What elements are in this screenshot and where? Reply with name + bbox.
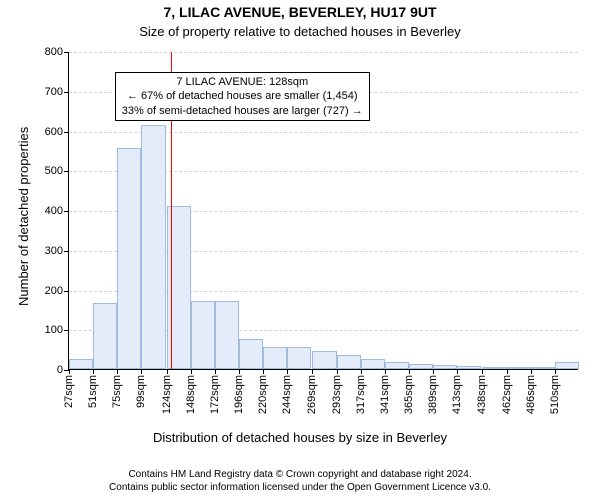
ytick-label: 800 bbox=[45, 46, 69, 58]
plot-area: 010020030040050060070080027sqm51sqm75sqm… bbox=[68, 52, 578, 370]
xtick-label: 75sqm bbox=[111, 375, 123, 408]
xtick-mark bbox=[239, 369, 240, 374]
page-title: 7, LILAC AVENUE, BEVERLEY, HU17 9UT bbox=[0, 4, 600, 20]
xtick-mark bbox=[337, 369, 338, 374]
histogram-bar bbox=[482, 367, 506, 369]
histogram-bar bbox=[531, 367, 555, 369]
ytick-label: 700 bbox=[45, 86, 69, 98]
page-subtitle: Size of property relative to detached ho… bbox=[0, 24, 600, 39]
histogram-bar bbox=[263, 347, 287, 369]
xtick-label: 389sqm bbox=[427, 375, 439, 414]
root: 7, LILAC AVENUE, BEVERLEY, HU17 9UT Size… bbox=[0, 0, 600, 500]
histogram-bar bbox=[507, 367, 531, 369]
histogram-bar bbox=[117, 148, 141, 369]
xtick-mark bbox=[93, 369, 94, 374]
histogram-bar bbox=[433, 365, 457, 369]
gridline bbox=[69, 52, 578, 53]
info-box-line: ← 67% of detached houses are smaller (1,… bbox=[122, 89, 363, 103]
xtick-label: 172sqm bbox=[209, 375, 221, 414]
x-axis-label: Distribution of detached houses by size … bbox=[0, 430, 600, 445]
xtick-label: 317sqm bbox=[355, 375, 367, 414]
xtick-mark bbox=[482, 369, 483, 374]
histogram-bar bbox=[141, 125, 165, 369]
xtick-label: 293sqm bbox=[331, 375, 343, 414]
xtick-mark bbox=[385, 369, 386, 374]
histogram-bar bbox=[555, 362, 579, 369]
histogram-bar bbox=[215, 301, 239, 369]
ytick-label: 100 bbox=[45, 324, 69, 336]
footer-line-2: Contains public sector information licen… bbox=[0, 482, 600, 495]
histogram-bar bbox=[337, 355, 361, 369]
xtick-mark bbox=[361, 369, 362, 374]
xtick-label: 341sqm bbox=[379, 375, 391, 414]
xtick-mark bbox=[433, 369, 434, 374]
histogram-bar bbox=[287, 347, 311, 369]
histogram-bar bbox=[239, 339, 263, 369]
info-box: 7 LILAC AVENUE: 128sqm← 67% of detached … bbox=[115, 72, 370, 121]
histogram-bar bbox=[69, 359, 93, 369]
xtick-label: 269sqm bbox=[306, 375, 318, 414]
footer: Contains HM Land Registry data © Crown c… bbox=[0, 469, 600, 494]
histogram-bar bbox=[191, 301, 215, 369]
xtick-mark bbox=[141, 369, 142, 374]
xtick-label: 462sqm bbox=[501, 375, 513, 414]
xtick-mark bbox=[191, 369, 192, 374]
xtick-mark bbox=[531, 369, 532, 374]
xtick-mark bbox=[555, 369, 556, 374]
xtick-label: 27sqm bbox=[63, 375, 75, 408]
xtick-label: 413sqm bbox=[451, 375, 463, 414]
ytick-label: 500 bbox=[45, 165, 69, 177]
xtick-mark bbox=[167, 369, 168, 374]
info-box-line: 7 LILAC AVENUE: 128sqm bbox=[122, 75, 363, 89]
xtick-label: 220sqm bbox=[257, 375, 269, 414]
xtick-label: 244sqm bbox=[281, 375, 293, 414]
ytick-label: 400 bbox=[45, 205, 69, 217]
xtick-mark bbox=[457, 369, 458, 374]
footer-line-1: Contains HM Land Registry data © Crown c… bbox=[0, 469, 600, 482]
ytick-label: 200 bbox=[45, 285, 69, 297]
info-box-line: 33% of semi-detached houses are larger (… bbox=[122, 104, 363, 118]
xtick-mark bbox=[409, 369, 410, 374]
y-axis-label: Number of detached properties bbox=[16, 127, 31, 306]
histogram-bar bbox=[409, 364, 433, 369]
xtick-label: 510sqm bbox=[549, 375, 561, 414]
xtick-mark bbox=[263, 369, 264, 374]
xtick-mark bbox=[215, 369, 216, 374]
xtick-mark bbox=[312, 369, 313, 374]
xtick-label: 438sqm bbox=[476, 375, 488, 414]
ytick-label: 300 bbox=[45, 245, 69, 257]
xtick-label: 99sqm bbox=[135, 375, 147, 408]
histogram-bar bbox=[361, 359, 385, 369]
histogram-bar bbox=[457, 366, 481, 369]
xtick-mark bbox=[117, 369, 118, 374]
xtick-mark bbox=[287, 369, 288, 374]
histogram-bar bbox=[93, 303, 117, 369]
histogram-bar bbox=[312, 351, 336, 369]
xtick-label: 196sqm bbox=[233, 375, 245, 414]
xtick-label: 486sqm bbox=[525, 375, 537, 414]
xtick-label: 51sqm bbox=[87, 375, 99, 408]
ytick-label: 600 bbox=[45, 126, 69, 138]
xtick-label: 148sqm bbox=[185, 375, 197, 414]
xtick-label: 365sqm bbox=[403, 375, 415, 414]
histogram-bar bbox=[385, 362, 409, 369]
xtick-label: 124sqm bbox=[161, 375, 173, 414]
xtick-mark bbox=[69, 369, 70, 374]
xtick-mark bbox=[507, 369, 508, 374]
